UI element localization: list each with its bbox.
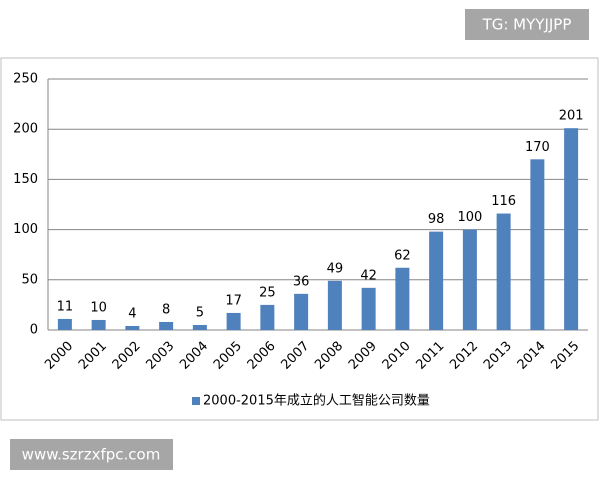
bar — [327, 280, 342, 330]
y-tick-label: 150 — [13, 172, 38, 187]
data-label: 17 — [225, 293, 242, 308]
y-tick-label: 50 — [21, 272, 38, 287]
bar — [57, 318, 72, 330]
legend-label: 2000-2015年成立的人工智能公司数量 — [203, 393, 430, 409]
y-tick-label: 200 — [13, 122, 38, 137]
bar — [159, 321, 174, 330]
bar — [462, 229, 477, 330]
watermark-box — [10, 439, 173, 470]
bar — [530, 159, 545, 330]
bar — [260, 304, 275, 330]
data-label: 25 — [259, 285, 276, 300]
y-tick-label: 0 — [30, 323, 38, 338]
bar — [496, 213, 511, 330]
data-label: 4 — [128, 306, 136, 321]
data-label: 42 — [360, 268, 377, 283]
watermark: www.szrzxfpc.com — [22, 446, 161, 464]
data-label: 8 — [162, 302, 170, 317]
data-label: 98 — [428, 212, 445, 227]
bar — [361, 287, 376, 330]
bar — [91, 319, 106, 330]
bar — [226, 312, 241, 330]
watermark: TG: MYYJJPP — [482, 16, 572, 34]
data-label: 116 — [491, 194, 516, 209]
data-label: 170 — [525, 140, 550, 155]
data-label: 5 — [196, 305, 204, 320]
bar — [395, 267, 410, 330]
data-label: 201 — [559, 109, 584, 124]
bar — [125, 325, 140, 330]
data-label: 10 — [90, 300, 107, 315]
data-label: 49 — [327, 261, 344, 276]
y-tick-label: 100 — [13, 222, 38, 237]
data-label: 11 — [57, 299, 74, 314]
bar — [294, 293, 309, 330]
data-label: 100 — [457, 210, 482, 225]
data-label: 36 — [293, 274, 310, 289]
legend-swatch — [192, 397, 200, 405]
bar — [192, 324, 207, 330]
bar — [429, 231, 444, 330]
data-label: 62 — [394, 248, 411, 263]
y-tick-label: 250 — [13, 72, 38, 87]
bar — [564, 128, 579, 330]
watermark-box — [465, 9, 589, 40]
